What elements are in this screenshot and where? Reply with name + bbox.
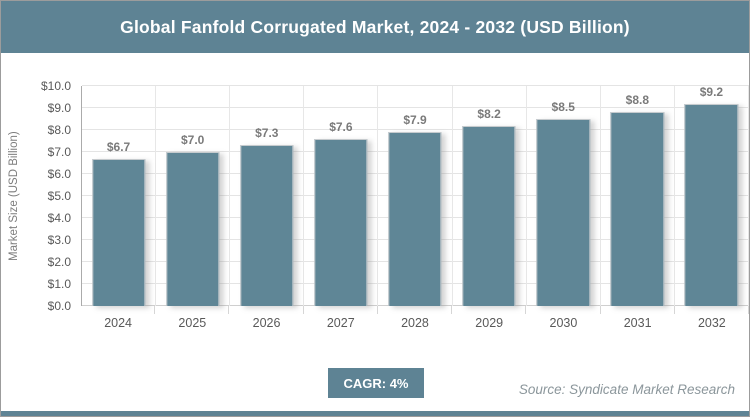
- x-axis-label: 2024: [104, 316, 133, 330]
- bar-column: $7.0: [156, 86, 231, 306]
- bar-column: $7.3: [230, 86, 305, 306]
- x-tick: [526, 306, 601, 314]
- bar-column: $7.6: [304, 86, 379, 306]
- bar-2027: [314, 138, 368, 306]
- y-tick-label: $10.0: [40, 79, 71, 93]
- x-tick: [378, 306, 453, 314]
- y-tick-label: $4.0: [47, 211, 71, 225]
- y-tick-label: $0.0: [47, 299, 71, 313]
- bar-2029: [462, 125, 516, 306]
- bar-2024: [91, 158, 146, 306]
- y-tick-label: $9.0: [47, 101, 71, 115]
- bar-2032: [684, 103, 739, 306]
- bar-column: $7.9: [378, 86, 453, 306]
- gridline: [82, 129, 749, 130]
- y-tick-label: $6.0: [47, 167, 71, 181]
- x-axis-label: 2032: [697, 316, 726, 330]
- bar-value-label: $7.6: [329, 119, 353, 134]
- bar-2031: [610, 112, 664, 306]
- plot-area: $6.7 $7.0 $7.3 $7.6 $7.9 $8.2 $8.5 $8.8 $9.2: [81, 84, 749, 306]
- gridline: [82, 85, 749, 86]
- bar-2030: [536, 119, 590, 306]
- x-tick: [675, 306, 749, 314]
- x-tick: [229, 306, 304, 314]
- bar-column: $8.2: [453, 86, 527, 306]
- bar-2028: [388, 132, 442, 306]
- x-axis-label: 2026: [252, 316, 281, 330]
- y-axis-tick-labels: $0.0 $1.0 $2.0 $3.0 $4.0 $5.0 $6.0 $7.0 $8.0 $9.0…: [27, 79, 77, 313]
- x-axis-label: 2025: [178, 316, 207, 330]
- chart-title: Global Fanfold Corrugated Market, 2024 -…: [120, 16, 630, 37]
- y-tick-label: $2.0: [47, 255, 71, 269]
- bar-value-label: $7.0: [180, 133, 205, 147]
- cagr-label: CAGR: 4%: [343, 375, 409, 391]
- bar-column: $8.8: [601, 86, 675, 306]
- chart-title-bar: Global Fanfold Corrugated Market, 2024 -…: [1, 1, 749, 53]
- x-axis-labels: 2024 2025 2026 2027 2028 2029 2030 2031 2032: [81, 316, 749, 330]
- cagr-badge: CAGR: 4%: [328, 368, 424, 398]
- x-tick: [81, 306, 156, 314]
- y-tick-label: $1.0: [47, 277, 71, 291]
- gridline: [82, 107, 749, 108]
- y-tick-label: $8.0: [47, 123, 71, 137]
- x-axis-label: 2029: [475, 316, 504, 330]
- bar-2025: [165, 152, 220, 306]
- bar-column: $8.5: [527, 86, 601, 306]
- x-axis-label: 2028: [401, 316, 429, 330]
- bar-value-label: $7.9: [403, 113, 427, 128]
- x-tick: [601, 306, 675, 314]
- x-axis-label: 2027: [326, 316, 355, 330]
- bar-value-label: $8.5: [551, 100, 575, 114]
- source-text: Source: Syndicate Market Research: [518, 382, 735, 397]
- bar-columns: $6.7 $7.0 $7.3 $7.6 $7.9 $8.2 $8.5 $8.8 $9.2: [82, 84, 749, 306]
- bar-column: $6.7: [82, 86, 157, 306]
- x-tick: [155, 306, 230, 314]
- bar-2026: [240, 145, 294, 306]
- y-tick-label: $7.0: [47, 145, 71, 159]
- bar-value-label: $8.8: [625, 93, 649, 108]
- bar-column: $9.2: [675, 84, 749, 306]
- x-axis-label: 2031: [623, 316, 652, 330]
- x-tick: [452, 306, 527, 314]
- bar-value-label: $9.2: [699, 84, 724, 99]
- y-axis-title: Market Size (USD Billion): [8, 131, 20, 261]
- bar-value-label: $6.7: [106, 139, 131, 154]
- bottom-accent-strip: [1, 411, 749, 416]
- y-tick-label: $3.0: [47, 233, 71, 247]
- bar-value-label: $7.3: [255, 126, 279, 141]
- y-tick-label: $5.0: [47, 189, 71, 203]
- x-axis-label: 2030: [549, 316, 578, 330]
- bar-value-label: $8.2: [477, 106, 501, 121]
- x-tick: [304, 306, 378, 314]
- x-ticks-row: [81, 306, 749, 314]
